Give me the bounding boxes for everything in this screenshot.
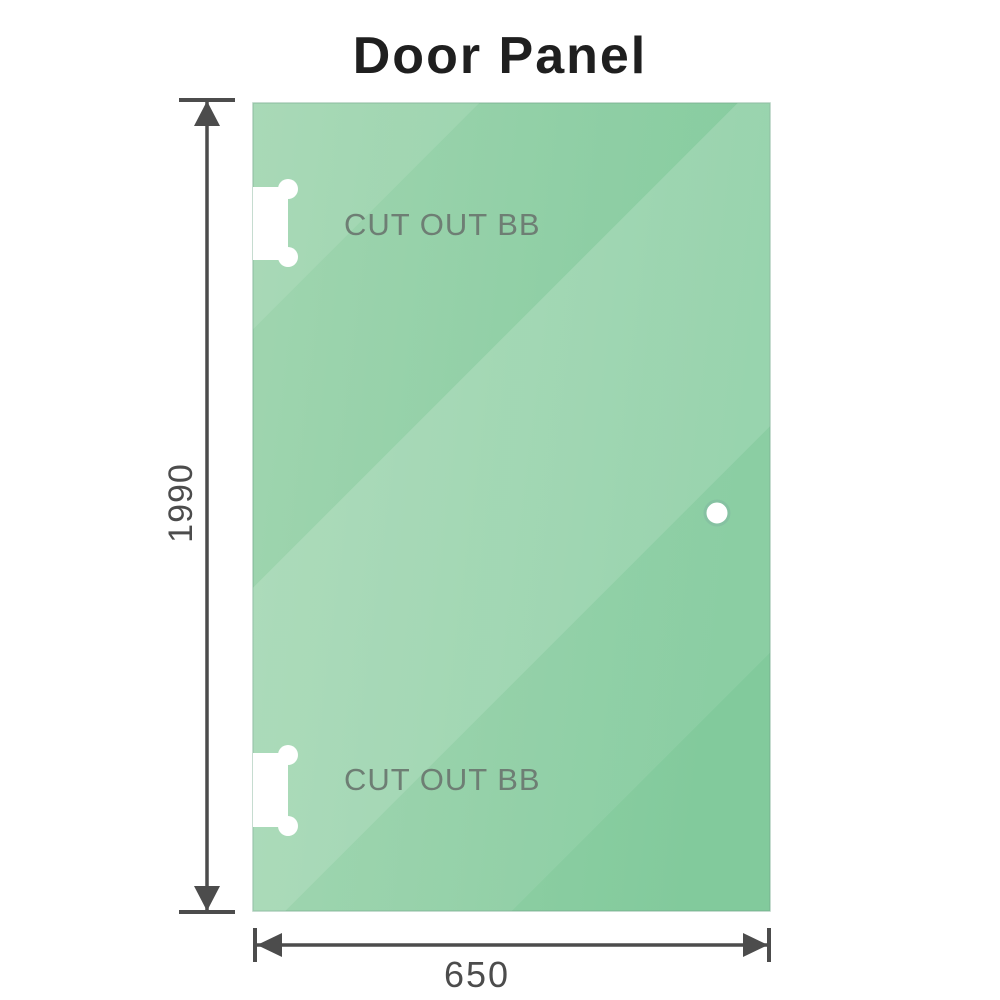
hinge-cutout-bottom-lower-lobe bbox=[278, 816, 298, 836]
height-dimension-up-arrow-icon bbox=[194, 101, 220, 126]
cutout-top-label: CUT OUT BB bbox=[344, 207, 541, 242]
width-dimension-value: 650 bbox=[444, 954, 510, 995]
width-dimension-left-arrow-icon bbox=[257, 933, 282, 957]
width-dimension-right-arrow-icon bbox=[743, 933, 768, 957]
height-dimension: 1990 bbox=[162, 98, 235, 914]
hinge-cutout-bottom-slot bbox=[253, 753, 288, 827]
hinge-cutout-top-upper-lobe bbox=[278, 179, 298, 199]
height-dimension-value: 1990 bbox=[162, 463, 200, 543]
hinge-cutout-top bbox=[253, 179, 298, 267]
hinge-cutout-top-slot bbox=[253, 187, 288, 260]
width-dimension: 650 bbox=[253, 928, 771, 995]
glass-sheen-overlay bbox=[253, 103, 770, 911]
hinge-cutout-bottom-upper-lobe bbox=[278, 745, 298, 765]
cutout-bottom-label: CUT OUT BB bbox=[344, 762, 541, 797]
diagram-title: Door Panel bbox=[352, 27, 648, 85]
height-dimension-down-arrow-icon bbox=[194, 886, 220, 911]
handle-hole bbox=[703, 499, 731, 527]
hinge-cutout-bottom bbox=[253, 745, 298, 836]
hinge-cutout-top-lower-lobe bbox=[278, 247, 298, 267]
